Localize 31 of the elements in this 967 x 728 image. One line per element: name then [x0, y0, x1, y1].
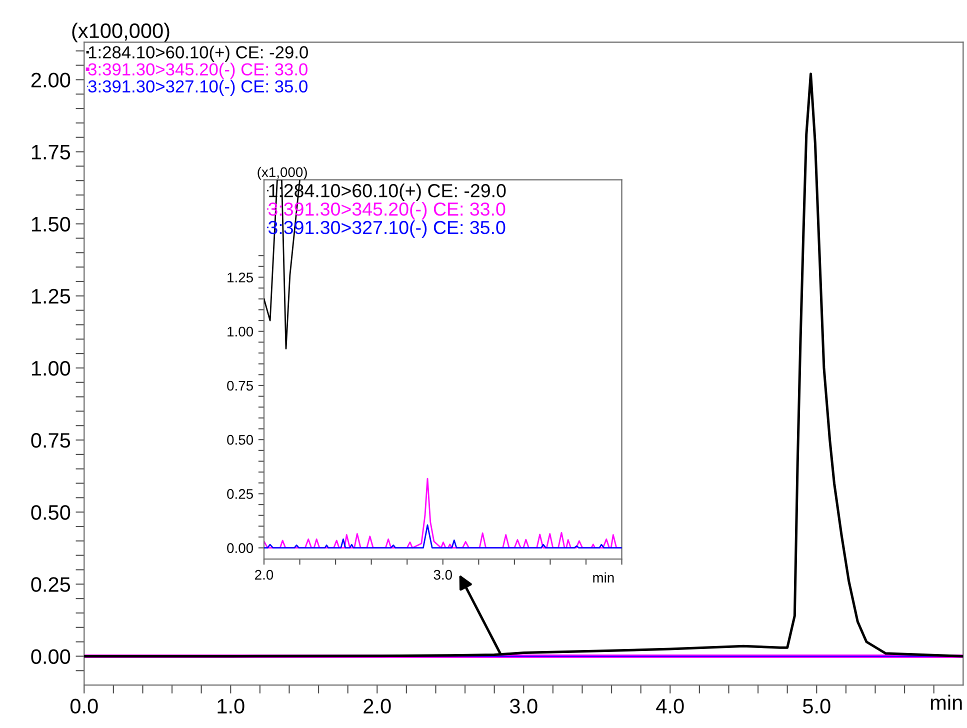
y-tick-label: 0.25 [31, 577, 70, 592]
x-tick-label: 1.0 [218, 698, 244, 714]
x-tick-label: 0.0 [70, 698, 98, 714]
y-axis-title: (x1,000) [258, 166, 307, 180]
y-tick-label: 1.25 [228, 272, 253, 282]
x-tick-label: 4.0 [656, 698, 684, 714]
legend-label: 3:391.30>327.10(-) CE: 35.0 [88, 80, 308, 96]
y-tick-label: 1.00 [32, 360, 70, 376]
y-tick-label: 0.00 [31, 649, 70, 664]
y-tick-label: 0.50 [227, 434, 254, 445]
x-tick-label: 3.0 [510, 698, 538, 714]
x-axis-title: min [930, 694, 962, 710]
legend-label: 3:391.30>345.20(-) CE: 33.0 [88, 62, 308, 79]
x-tick-label: 2.0 [364, 698, 391, 714]
y-tick-label: 0.75 [227, 380, 253, 391]
y-tick-label: 0.75 [31, 433, 70, 448]
x-tick-label: 5.0 [802, 698, 830, 714]
legend-label: 1:284.10>60.10(+) CE: -29.0 [88, 46, 308, 62]
y-tick-label: 0.25 [227, 489, 253, 499]
y-axis-title: (x100,000) [72, 22, 170, 42]
y-tick-label: 2.00 [31, 72, 70, 88]
line-series [264, 524, 622, 549]
y-tick-label: 0.00 [227, 543, 254, 554]
y-tick-label: 1.50 [32, 216, 70, 232]
y-tick-label: 1.00 [228, 326, 254, 337]
y-tick-label: 1.75 [32, 144, 70, 160]
x-axis-title: min [593, 572, 614, 582]
y-tick-label: 1.25 [32, 288, 70, 304]
y-tick-label: 0.50 [31, 505, 70, 520]
x-tick-label: 2.0 [255, 570, 274, 580]
x-tick-label: 3.0 [434, 570, 452, 580]
